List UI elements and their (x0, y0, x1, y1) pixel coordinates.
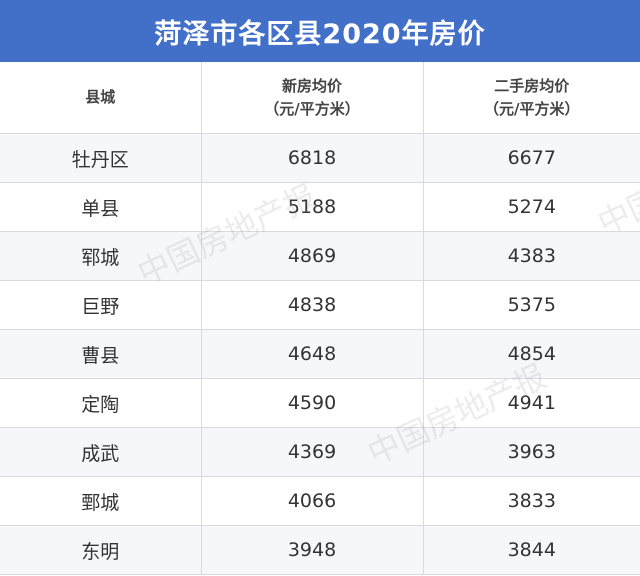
header-used-price: 二手房均价 （元/平方米） (423, 62, 640, 134)
header-county: 县城 (0, 62, 202, 134)
table-row: 郓城 4869 4383 (0, 231, 640, 281)
header-row: 县城 新房均价 （元/平方米） 二手房均价 （元/平方米） (0, 62, 640, 134)
county-cell: 曹县 (0, 329, 202, 379)
new-price-cell: 5188 (201, 182, 424, 232)
used-price-cell: 4854 (423, 329, 640, 379)
table-row: 成武 4369 3963 (0, 427, 640, 477)
used-price-cell: 4941 (423, 378, 640, 428)
county-cell: 单县 (0, 182, 202, 232)
table-row: 曹县 4648 4854 (0, 329, 640, 379)
new-price-cell: 4066 (201, 476, 424, 526)
new-price-cell: 4838 (201, 280, 424, 330)
used-price-cell: 5274 (423, 182, 640, 232)
county-cell: 成武 (0, 427, 202, 477)
county-cell: 巨野 (0, 280, 202, 330)
used-price-cell: 3844 (423, 525, 640, 575)
county-cell: 鄄城 (0, 476, 202, 526)
table-row: 巨野 4838 5375 (0, 280, 640, 330)
header-new-price: 新房均价 （元/平方米） (201, 62, 424, 134)
header-new-price-label: 新房均价 (281, 76, 342, 95)
used-price-cell: 4383 (423, 231, 640, 281)
new-price-cell: 4648 (201, 329, 424, 379)
county-cell: 牡丹区 (0, 133, 202, 183)
county-cell: 东明 (0, 525, 202, 575)
new-price-cell: 6818 (201, 133, 424, 183)
page-title: 菏泽市各区县2020年房价 (0, 0, 640, 62)
new-price-cell: 4369 (201, 427, 424, 477)
table-row: 鄄城 4066 3833 (0, 476, 640, 526)
used-price-cell: 3963 (423, 427, 640, 477)
table-row: 单县 5188 5274 (0, 182, 640, 232)
price-table: 县城 新房均价 （元/平方米） 二手房均价 （元/平方米） 牡丹区 6818 6677 单… (0, 62, 640, 575)
used-price-cell: 5375 (423, 280, 640, 330)
header-used-price-label: 二手房均价 (494, 76, 570, 95)
table-row: 东明 3948 3844 (0, 525, 640, 575)
header-used-price-unit: （元/平方米） (484, 99, 580, 118)
county-cell: 郓城 (0, 231, 202, 281)
new-price-cell: 4869 (201, 231, 424, 281)
county-cell: 定陶 (0, 378, 202, 428)
table-row: 牡丹区 6818 6677 (0, 133, 640, 183)
table-row: 定陶 4590 4941 (0, 378, 640, 428)
used-price-cell: 6677 (423, 133, 640, 183)
used-price-cell: 3833 (423, 476, 640, 526)
header-new-price-unit: （元/平方米） (264, 99, 360, 118)
new-price-cell: 3948 (201, 525, 424, 575)
new-price-cell: 4590 (201, 378, 424, 428)
